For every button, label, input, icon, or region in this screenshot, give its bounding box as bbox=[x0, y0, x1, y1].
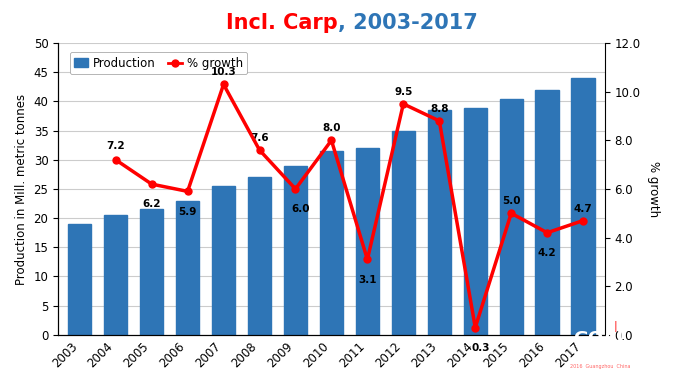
Bar bbox=[392, 131, 415, 335]
Y-axis label: % growth: % growth bbox=[647, 161, 660, 217]
Bar bbox=[572, 78, 595, 335]
Text: 4.7: 4.7 bbox=[574, 204, 593, 214]
Bar bbox=[176, 201, 199, 335]
Y-axis label: Production in Mill. metric tonnes: Production in Mill. metric tonnes bbox=[15, 94, 28, 285]
Text: 5.0: 5.0 bbox=[502, 196, 520, 206]
Text: Incl. Carp: Incl. Carp bbox=[225, 13, 338, 33]
Text: 8.8: 8.8 bbox=[430, 104, 449, 114]
Bar bbox=[104, 215, 128, 335]
Text: 0.3: 0.3 bbox=[472, 343, 490, 353]
Text: 7.6: 7.6 bbox=[250, 133, 269, 143]
Text: 2016  Guangzhou  China: 2016 Guangzhou China bbox=[570, 364, 631, 369]
Text: 4.2: 4.2 bbox=[538, 248, 556, 258]
Text: 5.9: 5.9 bbox=[178, 207, 197, 217]
Text: 6.2: 6.2 bbox=[142, 199, 161, 209]
Text: 7.2: 7.2 bbox=[107, 141, 125, 151]
Bar bbox=[500, 99, 523, 335]
Bar bbox=[428, 110, 451, 335]
Bar bbox=[464, 109, 487, 335]
Bar bbox=[212, 186, 236, 335]
Text: 3.1: 3.1 bbox=[358, 275, 377, 285]
Bar bbox=[535, 90, 559, 335]
Bar bbox=[284, 166, 307, 335]
Text: GOAL: GOAL bbox=[573, 330, 628, 348]
Bar bbox=[248, 177, 271, 335]
Bar bbox=[140, 209, 163, 335]
Text: , 2003-2017: , 2003-2017 bbox=[338, 13, 477, 33]
Text: 6.0: 6.0 bbox=[292, 204, 311, 214]
Bar bbox=[356, 148, 379, 335]
Text: 8.0: 8.0 bbox=[322, 124, 341, 133]
Text: |: | bbox=[614, 321, 617, 332]
Legend: Production, % growth: Production, % growth bbox=[70, 52, 248, 74]
Bar bbox=[68, 224, 91, 335]
Text: 10.3: 10.3 bbox=[211, 67, 236, 77]
Text: 9.5: 9.5 bbox=[394, 87, 412, 97]
Bar bbox=[320, 151, 343, 335]
